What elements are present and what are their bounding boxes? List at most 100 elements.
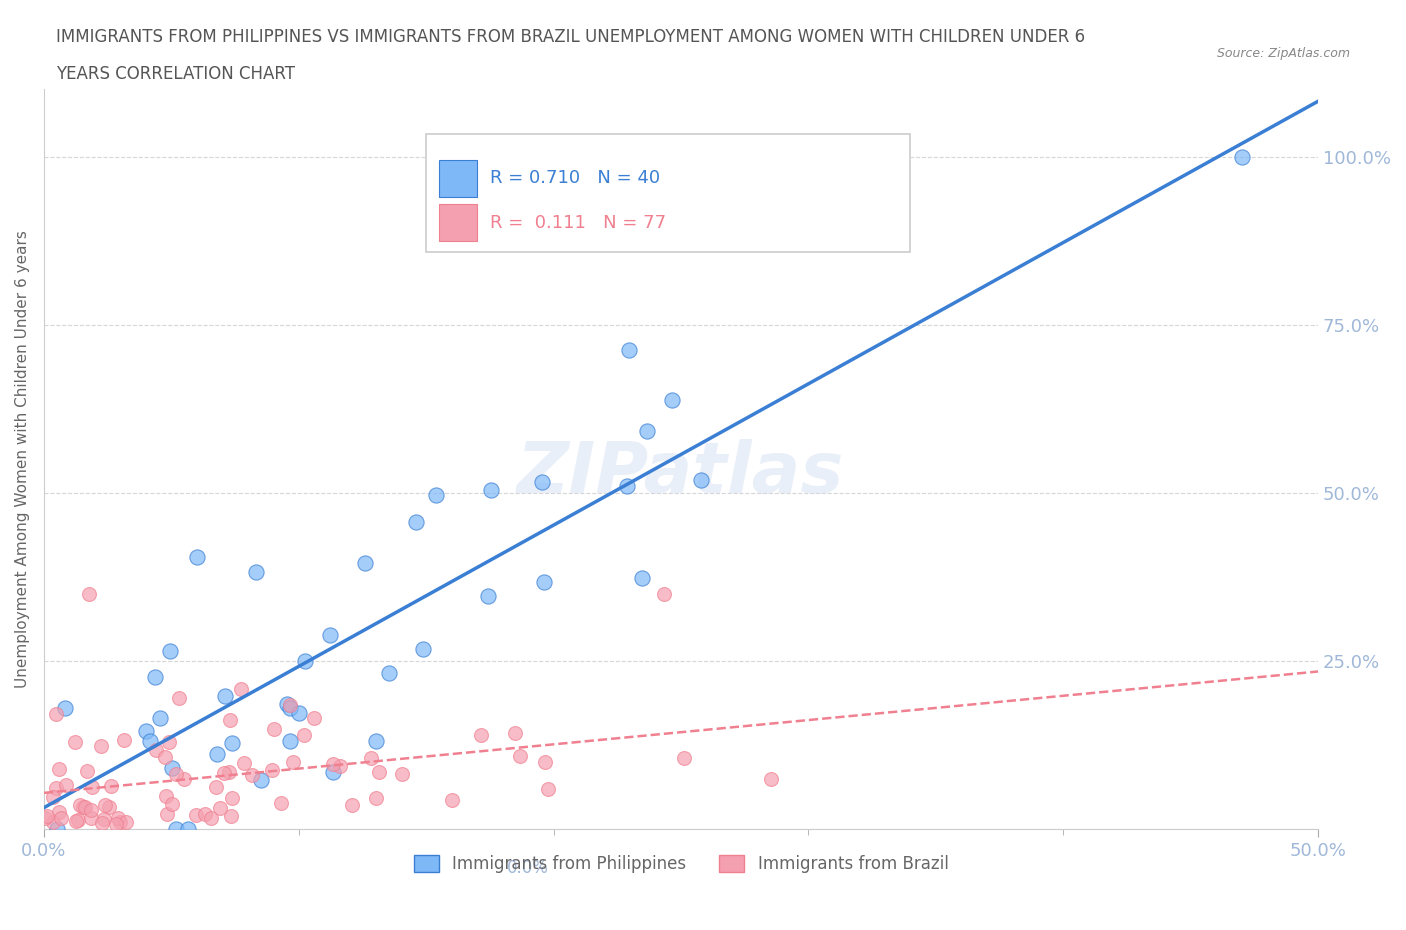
- Point: [112, 732, 135, 747]
- Point: [77, 586, 100, 601]
- Point: [329, 758, 352, 773]
- Point: [45, 707, 67, 722]
- Point: [157, 735, 180, 750]
- Point: [278, 700, 301, 715]
- Point: [391, 767, 413, 782]
- Point: [48, 762, 70, 777]
- Point: [262, 763, 284, 777]
- Point: [425, 487, 447, 502]
- Point: [218, 764, 240, 779]
- Point: [184, 807, 207, 822]
- Point: [276, 697, 298, 711]
- Point: [479, 483, 502, 498]
- Point: [104, 817, 127, 831]
- Text: YEARS CORRELATION CHART: YEARS CORRELATION CHART: [56, 65, 295, 83]
- Point: [155, 789, 177, 804]
- Point: [233, 756, 256, 771]
- Point: [221, 736, 243, 751]
- Point: [231, 682, 253, 697]
- Point: [98, 800, 121, 815]
- Text: Source: ZipAtlas.com: Source: ZipAtlas.com: [1216, 46, 1350, 60]
- Point: [110, 814, 132, 829]
- Point: [42, 815, 65, 830]
- Bar: [426, 134, 910, 252]
- Point: [76, 764, 98, 778]
- Point: [278, 698, 301, 712]
- Point: [159, 644, 181, 658]
- Point: [405, 515, 427, 530]
- Point: [364, 790, 387, 805]
- Point: [80, 803, 103, 817]
- Text: R = 0.710   N = 40: R = 0.710 N = 40: [489, 169, 659, 187]
- Point: [283, 755, 305, 770]
- Point: [160, 796, 183, 811]
- Point: [360, 751, 382, 765]
- Point: [149, 711, 172, 725]
- Point: [294, 727, 316, 742]
- Point: [322, 757, 344, 772]
- Point: [93, 812, 115, 827]
- Point: [65, 814, 87, 829]
- Point: [503, 725, 526, 740]
- Point: [42, 790, 65, 804]
- Point: [145, 743, 167, 758]
- Point: [45, 821, 67, 836]
- Point: [34, 810, 56, 825]
- Point: [1230, 149, 1253, 164]
- Point: [45, 780, 67, 795]
- Point: [509, 749, 531, 764]
- Point: [135, 724, 157, 738]
- Point: [530, 474, 553, 489]
- Point: [49, 811, 72, 826]
- Point: [250, 773, 273, 788]
- Point: [55, 777, 77, 792]
- Point: [270, 795, 292, 810]
- Point: [66, 813, 89, 828]
- Point: [69, 798, 91, 813]
- Point: [90, 738, 112, 753]
- Bar: [439, 204, 477, 241]
- Point: [354, 556, 377, 571]
- Point: [652, 586, 675, 601]
- Point: [155, 749, 177, 764]
- Point: [636, 423, 658, 438]
- Point: [73, 800, 96, 815]
- Point: [53, 700, 76, 715]
- Point: [533, 754, 555, 769]
- Point: [617, 342, 640, 357]
- Point: [200, 810, 222, 825]
- Point: [165, 821, 187, 836]
- Point: [761, 772, 783, 787]
- Point: [288, 706, 311, 721]
- Point: [212, 765, 235, 780]
- Text: IMMIGRANTS FROM PHILIPPINES VS IMMIGRANTS FROM BRAZIL UNEMPLOYMENT AMONG WOMEN W: IMMIGRANTS FROM PHILIPPINES VS IMMIGRANT…: [56, 28, 1085, 46]
- Point: [173, 772, 195, 787]
- Legend: Immigrants from Philippines, Immigrants from Brazil: Immigrants from Philippines, Immigrants …: [406, 848, 955, 880]
- Point: [143, 670, 166, 684]
- Point: [208, 801, 231, 816]
- Point: [378, 666, 401, 681]
- Point: [214, 689, 236, 704]
- Point: [186, 550, 208, 565]
- Point: [661, 392, 683, 407]
- Point: [194, 806, 217, 821]
- Point: [94, 798, 117, 813]
- Point: [177, 821, 200, 836]
- Text: ZIPatlas: ZIPatlas: [517, 439, 845, 509]
- Point: [263, 722, 285, 737]
- Point: [245, 565, 267, 579]
- Point: [342, 797, 364, 812]
- Point: [204, 779, 226, 794]
- Point: [470, 727, 492, 742]
- Point: [368, 764, 391, 779]
- Point: [165, 766, 187, 781]
- Bar: [439, 160, 477, 196]
- Point: [156, 806, 179, 821]
- Point: [218, 712, 240, 727]
- Point: [167, 690, 190, 705]
- Point: [91, 816, 114, 830]
- Point: [82, 779, 104, 794]
- Y-axis label: Unemployment Among Women with Children Under 6 years: Unemployment Among Women with Children U…: [15, 231, 30, 688]
- Point: [72, 800, 94, 815]
- Point: [139, 734, 162, 749]
